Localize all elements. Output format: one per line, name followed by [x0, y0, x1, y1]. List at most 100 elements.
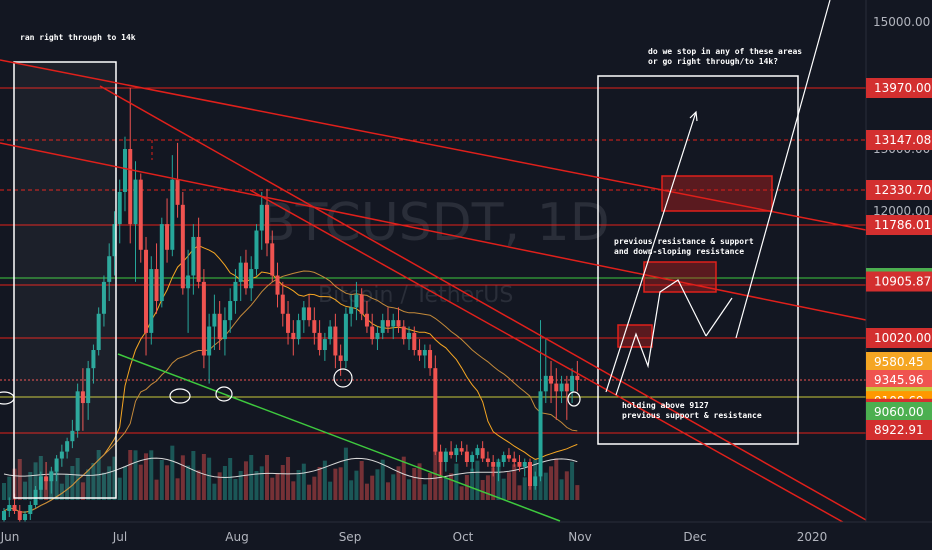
candle-body: [470, 455, 475, 462]
time-tick-label: 2020: [797, 530, 828, 544]
resistance-zones: [617, 175, 773, 348]
time-axis[interactable]: [0, 522, 932, 550]
price-label-box: [866, 271, 932, 292]
volume-bar: [506, 472, 511, 500]
volume-bar: [249, 455, 254, 500]
volume-bar: [280, 465, 285, 500]
candle-body: [338, 355, 343, 361]
candle-body: [364, 313, 369, 327]
volume-bar: [485, 475, 490, 500]
candles: [2, 88, 580, 532]
volume-bar: [186, 465, 191, 500]
bottom-annotation-2: previous support & resistance: [622, 410, 762, 420]
time-tick-label: Jun: [0, 530, 19, 544]
volume-bar: [570, 461, 575, 500]
projection-arrows: [605, 0, 831, 396]
volume-bar: [107, 466, 112, 500]
candle-body: [233, 281, 238, 302]
candle-body: [485, 458, 490, 462]
candle-body: [464, 451, 469, 462]
volume-bar: [191, 451, 196, 500]
candle-body: [254, 230, 259, 270]
candle-body: [180, 204, 185, 289]
candle-body: [443, 451, 448, 462]
volume-bar: [44, 480, 49, 500]
candle-body: [80, 391, 85, 404]
candle-body: [44, 476, 49, 482]
candle-body: [328, 326, 333, 340]
price-label-text: 9345.96: [874, 373, 924, 387]
candle-body: [17, 511, 22, 520]
volume-bar: [112, 456, 117, 500]
candle-body: [506, 455, 511, 459]
candle-body: [449, 451, 454, 456]
volume-bar: [228, 458, 233, 500]
candle-body: [454, 448, 459, 456]
candle-body: [54, 458, 59, 472]
candle-body: [122, 149, 127, 192]
candle-body: [112, 224, 117, 257]
volume-bar: [238, 471, 243, 500]
volume-bar: [23, 481, 28, 500]
candle-body: [433, 368, 438, 452]
candle-body: [49, 471, 54, 482]
candle-body: [70, 430, 75, 442]
candle-body: [543, 375, 548, 392]
candle-body: [438, 451, 443, 462]
volume-bar: [212, 483, 217, 500]
volume-ma: [3, 457, 578, 480]
volume-bar: [296, 470, 301, 500]
candle-body: [564, 383, 569, 392]
volume-bar: [291, 481, 296, 500]
candle-body: [528, 462, 532, 486]
volume-bar: [243, 461, 248, 500]
candle-body: [65, 441, 70, 452]
candle-body: [38, 476, 43, 490]
volume-bar: [401, 456, 406, 500]
resistance-trend-4: [249, 189, 867, 536]
price-label-text: 9580.45: [874, 355, 924, 369]
candle-body: [275, 275, 280, 295]
price-label-text: 13147.08: [874, 133, 931, 147]
candle-body: [23, 514, 28, 520]
volume-bar: [154, 479, 159, 500]
candle-body: [207, 326, 212, 356]
volume-bar: [564, 471, 569, 500]
volume-bar: [328, 481, 333, 500]
volume-bar: [265, 455, 269, 500]
candle-body: [343, 313, 348, 361]
volume-bar: [207, 457, 212, 500]
price-label-text: 10905.87: [874, 275, 931, 289]
candle-body: [280, 294, 285, 314]
candle-body: [128, 149, 133, 225]
price-label-box: [866, 352, 932, 372]
candle-body: [228, 301, 233, 321]
volume-bar: [7, 476, 12, 500]
volume-bar: [270, 477, 275, 500]
time-tick-label: Jul: [112, 530, 127, 544]
candle-body: [491, 462, 496, 467]
candle-body: [249, 269, 254, 289]
candle-body: [559, 383, 564, 392]
volume-bar: [233, 479, 238, 500]
volume-bar: [170, 445, 175, 500]
candle-body: [354, 294, 359, 308]
candle-body: [165, 224, 170, 250]
time-tick-label: Nov: [568, 530, 591, 544]
touch-marker: [215, 386, 233, 402]
candle-body: [517, 462, 522, 467]
bottom-annotation-1: holding above 9127: [622, 400, 709, 410]
candle-body: [28, 505, 33, 514]
middle-annotation-2: and down-sloping resistance: [614, 246, 744, 256]
volume-bar: [312, 476, 317, 500]
volume-bar: [201, 454, 206, 500]
price-tick-label: 12000.00: [873, 204, 930, 218]
volume-bar: [359, 461, 364, 500]
candle-body: [159, 224, 164, 302]
volume-bar: [575, 485, 580, 500]
volume-bar: [286, 457, 291, 500]
volume-bar: [128, 450, 133, 500]
price-label-box: [866, 402, 932, 422]
volume-bar: [338, 467, 343, 500]
